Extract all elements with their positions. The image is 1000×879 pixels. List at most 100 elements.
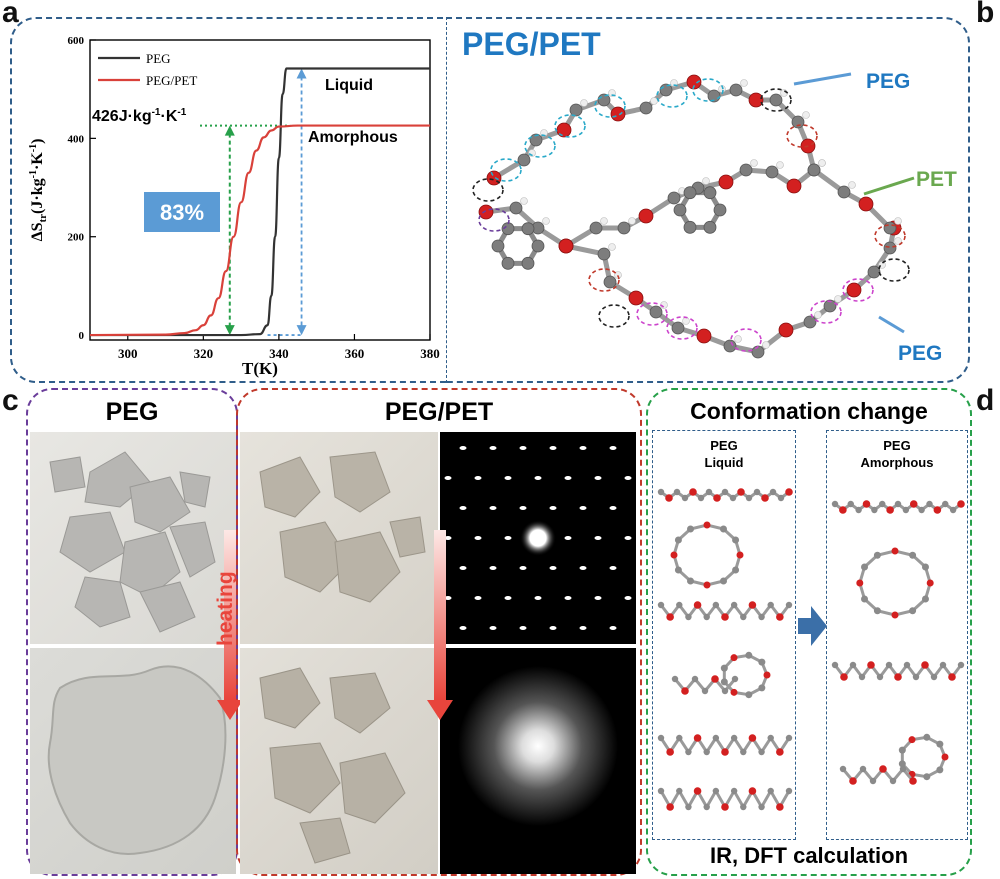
carbon-atom: [649, 305, 663, 319]
interaction-highlight: [478, 208, 510, 232]
peg-bottom-label: PEG: [898, 342, 942, 365]
peg-amorphous-box: PEG Amorphous: [826, 430, 968, 840]
ring-atom: [720, 678, 728, 686]
green-arrowhead-top: [224, 125, 235, 136]
heating-arrow-right: [434, 530, 446, 700]
carbon-atom: [942, 500, 949, 508]
diffraction-spot: [549, 446, 557, 450]
carbon-atom: [729, 83, 743, 97]
diffraction-spot: [564, 536, 572, 540]
carbon-atom: [785, 601, 793, 609]
value-annotation: 426J·kg-1·K-1: [92, 107, 187, 125]
y-axis-label: ΔStr(J·kg-1·K-1): [28, 139, 49, 242]
diffraction-spot: [459, 626, 467, 630]
hydrogen-atom: [802, 111, 810, 119]
oxygen-atom: [693, 787, 702, 795]
ring-atom: [720, 664, 728, 672]
peg-solid-photo: [30, 432, 236, 644]
carbon-atom: [517, 153, 531, 167]
carbon-atom: [777, 494, 785, 502]
ring-atom: [674, 566, 682, 574]
diffraction-spot: [519, 566, 527, 570]
diffraction-spot: [534, 596, 542, 600]
carbon-atom: [685, 748, 692, 756]
oxygen-atom: [785, 488, 793, 496]
diffraction-spot: [504, 536, 512, 540]
hydrogen-atom: [848, 181, 856, 189]
x-tick-label: 300: [118, 346, 137, 361]
carbon-atom: [902, 506, 910, 514]
oxygen-atom: [666, 613, 674, 621]
carbon-atom: [671, 675, 679, 683]
carbon-atom: [758, 613, 765, 621]
panel-label-d: d: [976, 384, 995, 417]
oxygen-atom: [867, 661, 875, 669]
carbon-atom: [867, 265, 881, 279]
carbon-atom: [879, 500, 886, 508]
carbon-atom: [839, 765, 847, 773]
carbon-atom: [685, 613, 692, 621]
carbon-atom: [930, 673, 938, 681]
carbon-atom: [740, 613, 747, 621]
pet-label: PET: [916, 168, 957, 191]
conformation-arrowhead: [811, 606, 827, 646]
ring-atom: [936, 766, 944, 774]
carbon-atom: [701, 687, 709, 695]
carbon-atom: [889, 777, 897, 785]
carbon-atom: [765, 165, 779, 179]
oxygen-atom: [748, 787, 757, 795]
pet-pointer: [863, 176, 915, 196]
peg-amorphous-conformers: [831, 500, 965, 785]
diffraction-spot: [609, 566, 617, 570]
carbon-atom: [807, 163, 821, 177]
oxygen-atom: [681, 687, 689, 695]
panel-label-b: b: [976, 0, 995, 29]
aromatic-carbon: [531, 239, 545, 253]
carbon-atom: [751, 345, 765, 359]
interaction-highlight: [490, 158, 522, 182]
carbon-atom: [803, 315, 817, 329]
green-arrowhead-bottom: [224, 325, 235, 336]
oxygen-atom: [879, 765, 887, 773]
carbon-atom: [753, 488, 761, 496]
carbon-atom: [729, 494, 737, 502]
x-tick-label: 360: [345, 346, 365, 361]
hydrogen-atom: [542, 217, 550, 225]
x-tick-label: 380: [420, 346, 440, 361]
hydrogen-atom: [682, 317, 690, 325]
carbon-atom: [758, 803, 765, 811]
diffraction-spot: [444, 536, 452, 540]
ring-atom: [674, 536, 682, 544]
diffraction-spot: [519, 446, 527, 450]
peg-top-label: PEG: [866, 70, 910, 93]
diffraction-spot: [579, 626, 587, 630]
aromatic-carbon: [703, 220, 717, 234]
carbon-atom: [673, 488, 681, 496]
hydrogen-atom: [740, 79, 748, 87]
percent-box: [144, 192, 220, 232]
carbon-atom: [703, 748, 710, 756]
diffraction-spot: [549, 506, 557, 510]
ring-atom: [909, 551, 917, 559]
diffraction-spot: [474, 596, 482, 600]
carbon-atom: [957, 661, 965, 669]
carbon-atom: [703, 613, 710, 621]
panel-c-pegpet-frame: [236, 388, 642, 876]
ring-atom: [736, 551, 744, 559]
interaction-highlight: [810, 300, 842, 324]
carbon-atom: [903, 661, 911, 669]
pegpet-solid-photo: [240, 432, 438, 644]
ring-atom: [926, 579, 934, 587]
diffraction-spot: [609, 626, 617, 630]
series-peg-line: [90, 67, 430, 337]
carbon-atom: [859, 765, 867, 773]
carbon-atom: [740, 748, 747, 756]
peg-bottom-pointer: [878, 315, 905, 334]
carbon-atom: [691, 675, 699, 683]
diffraction-pattern-crystalline: [440, 432, 636, 644]
aromatic-carbon: [521, 222, 535, 236]
oxygen-atom: [665, 494, 673, 502]
diffraction-spot: [444, 596, 452, 600]
interaction-highlight: [588, 268, 620, 292]
carbon-atom: [730, 734, 738, 742]
